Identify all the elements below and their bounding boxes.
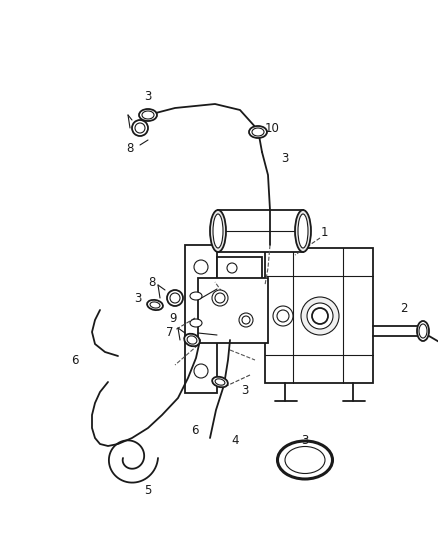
- Circle shape: [194, 364, 208, 378]
- Ellipse shape: [277, 310, 289, 322]
- Ellipse shape: [307, 303, 333, 329]
- Ellipse shape: [187, 336, 197, 344]
- Text: 1: 1: [320, 225, 328, 238]
- Ellipse shape: [212, 290, 228, 306]
- Ellipse shape: [227, 263, 237, 273]
- Ellipse shape: [417, 321, 429, 341]
- Ellipse shape: [285, 447, 325, 473]
- Text: 3: 3: [301, 433, 309, 447]
- Ellipse shape: [147, 300, 163, 310]
- Ellipse shape: [242, 316, 250, 324]
- Text: 3: 3: [134, 292, 141, 304]
- Bar: [198, 278, 268, 343]
- Ellipse shape: [215, 379, 225, 385]
- Ellipse shape: [190, 292, 202, 300]
- Text: 3: 3: [241, 384, 249, 397]
- Bar: [218, 210, 303, 252]
- Ellipse shape: [212, 377, 228, 387]
- Bar: [185, 245, 217, 393]
- Circle shape: [194, 260, 208, 274]
- Text: 4: 4: [231, 433, 239, 447]
- Text: 7: 7: [166, 326, 174, 338]
- Ellipse shape: [184, 334, 200, 346]
- Bar: [217, 257, 262, 279]
- Ellipse shape: [295, 210, 311, 252]
- Ellipse shape: [190, 319, 202, 327]
- Ellipse shape: [298, 214, 308, 248]
- Ellipse shape: [135, 123, 145, 133]
- Text: 10: 10: [265, 122, 279, 134]
- Ellipse shape: [150, 302, 160, 308]
- Text: 9: 9: [169, 311, 177, 325]
- Text: 3: 3: [281, 151, 289, 165]
- Ellipse shape: [301, 297, 339, 335]
- Text: 6: 6: [191, 424, 199, 437]
- Ellipse shape: [213, 214, 223, 248]
- Ellipse shape: [249, 126, 267, 138]
- Text: 8: 8: [148, 276, 155, 288]
- Text: 3: 3: [144, 90, 152, 102]
- Ellipse shape: [278, 441, 332, 479]
- Ellipse shape: [132, 120, 148, 136]
- Ellipse shape: [239, 313, 253, 327]
- Ellipse shape: [139, 109, 157, 121]
- Bar: [265, 248, 373, 383]
- Ellipse shape: [215, 293, 225, 303]
- Circle shape: [312, 308, 328, 324]
- Text: 2: 2: [400, 302, 408, 314]
- Text: 8: 8: [126, 141, 134, 155]
- Ellipse shape: [419, 324, 427, 338]
- Ellipse shape: [167, 290, 183, 306]
- Text: 6: 6: [71, 353, 79, 367]
- Text: 5: 5: [144, 483, 152, 497]
- Ellipse shape: [252, 128, 264, 136]
- Ellipse shape: [273, 306, 293, 326]
- Ellipse shape: [210, 210, 226, 252]
- Ellipse shape: [142, 111, 154, 119]
- Ellipse shape: [170, 293, 180, 303]
